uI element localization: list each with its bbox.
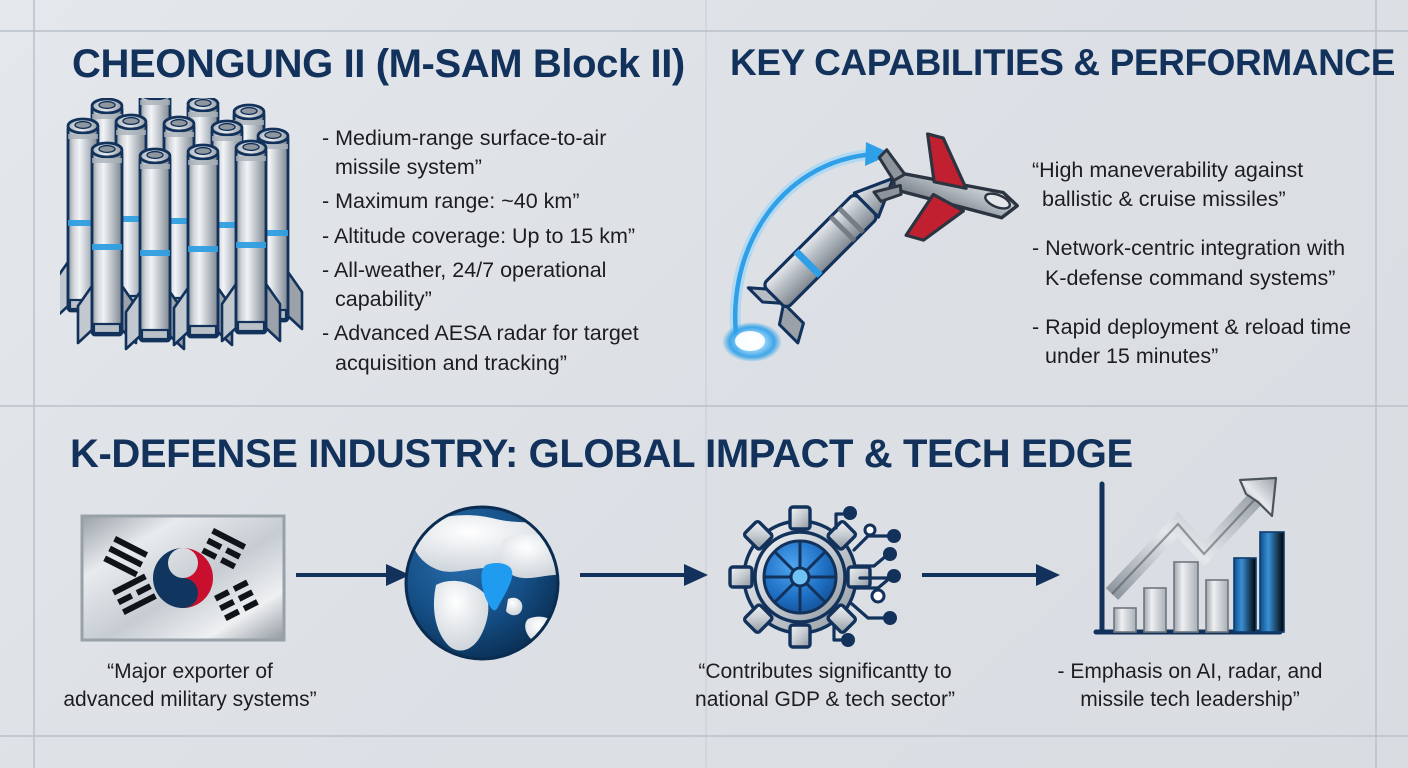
globe-illustration [400, 503, 565, 663]
bullet-item: - Rapid deployment & reload time under 1… [1032, 314, 1352, 369]
missile-launcher-tubes-illustration [52, 83, 305, 353]
bullet-item: - Network-centric integration with K-def… [1032, 236, 1346, 290]
bullet-item: - All-weather, 24/7 operational capabili… [322, 257, 607, 312]
bullet-item: - Advanced AESA radar for target acquisi… [322, 321, 639, 375]
gear-circuit-illustration [728, 500, 910, 655]
growth-bar-chart-illustration [1080, 470, 1290, 650]
caption-gear: “Contributes significantty to national G… [695, 660, 955, 711]
bullet-item: - Altitude coverage: Up to 15 km” [322, 223, 636, 248]
panel-title-capabilities: KEY CAPABILITIES & PERFORMANCE [730, 42, 1396, 83]
grid-line-middle [0, 405, 1408, 407]
panel-title-industry: K-DEFENSE INDUSTRY: GLOBAL IMPACT & TECH… [70, 432, 1133, 476]
bullet-item: - Maximum range: ~40 km” [322, 189, 580, 214]
bar-3 [1173, 561, 1199, 633]
grid-line-center [705, 0, 707, 768]
bar-2 [1143, 587, 1167, 633]
bar-4 [1205, 579, 1229, 633]
caption-chart: - Emphasis on AI, radar, and missile tec… [1057, 660, 1323, 711]
capabilities-bullet-list: “High maneverability against ballistic &… [1032, 156, 1384, 391]
bullet-item: - Medium-range surface-to-air missile sy… [322, 126, 607, 180]
bar-5 [1233, 557, 1257, 633]
arrow-flag-to-globe [296, 558, 412, 592]
caption-flag: “Major exporter of advanced military sys… [63, 660, 317, 711]
missile-intercepting-aircraft-illustration [716, 108, 1046, 373]
bullet-item: “High maneverability against ballistic &… [1032, 158, 1304, 212]
grid-line-top [0, 30, 1408, 32]
grid-line-left [33, 0, 35, 768]
arrow-gear-to-chart [922, 558, 1062, 592]
south-korea-flag-illustration [78, 512, 288, 644]
system-bullet-list: - Medium-range surface-to-air missile sy… [322, 124, 692, 383]
panel-title-system: CHEONGUNG II (M-SAM Block II) [72, 42, 685, 86]
arrow-globe-to-gear [580, 558, 710, 592]
bar-1 [1113, 607, 1137, 633]
bar-6 [1259, 531, 1285, 633]
upward-trend-arrow [1105, 476, 1278, 600]
grid-line-bottom [0, 735, 1408, 737]
